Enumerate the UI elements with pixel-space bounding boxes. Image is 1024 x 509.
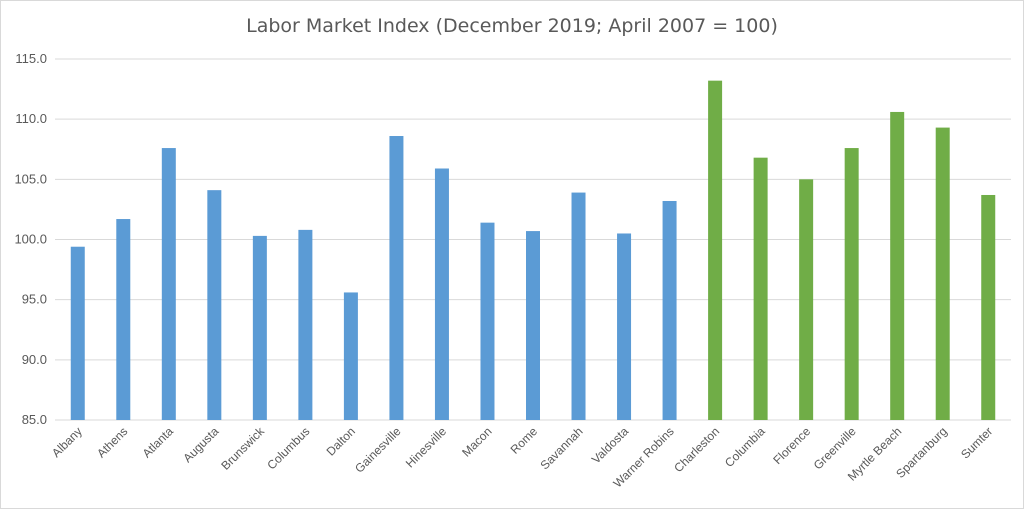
bar-columbia bbox=[753, 157, 768, 421]
bar-atlanta bbox=[161, 148, 176, 421]
y-tick-label: 105.0 bbox=[14, 171, 47, 186]
y-tick-label: 115.0 bbox=[15, 51, 47, 66]
y-tick-label: 95.0 bbox=[22, 292, 47, 307]
y-tick-label: 85.0 bbox=[22, 412, 47, 427]
x-tick-label: Valdosta bbox=[589, 424, 632, 467]
bar-charleston bbox=[708, 80, 723, 420]
y-tick-label: 90.0 bbox=[22, 352, 47, 367]
x-tick-label: Greenville bbox=[811, 424, 859, 472]
x-tick-label: Gainesville bbox=[352, 424, 404, 476]
bar-sumter bbox=[981, 194, 996, 420]
x-tick-label: Dalton bbox=[324, 424, 358, 458]
x-tick-label: Charleston bbox=[671, 424, 722, 475]
bar-macon bbox=[480, 222, 495, 420]
x-tick-label: Columbus bbox=[264, 424, 312, 472]
bar-hinesville bbox=[434, 168, 449, 420]
x-tick-label: Savannah bbox=[538, 424, 586, 472]
x-tick-label: Florence bbox=[770, 424, 813, 467]
bar-greenville bbox=[844, 148, 859, 421]
bar-myrtle-beach bbox=[890, 111, 905, 420]
x-tick-label: Hinesville bbox=[403, 424, 449, 470]
bar-rome bbox=[526, 231, 540, 420]
bar-albany bbox=[70, 246, 85, 420]
bar-valdosta bbox=[617, 233, 632, 420]
y-tick-label: 110.0 bbox=[15, 111, 47, 126]
chart-title: Labor Market Index (December 2019; April… bbox=[246, 15, 778, 37]
x-tick-label: Athens bbox=[94, 424, 130, 460]
x-tick-label: Brunswick bbox=[218, 424, 267, 473]
bar-warner-robins bbox=[662, 200, 677, 420]
bar-florence bbox=[799, 179, 814, 420]
bar-brunswick bbox=[252, 235, 267, 420]
x-tick-label: Rome bbox=[508, 424, 541, 457]
x-tick-label: Macon bbox=[459, 424, 494, 459]
x-tick-label: Sumter bbox=[958, 424, 995, 461]
bar-savannah bbox=[571, 192, 586, 420]
bar-columbus bbox=[298, 229, 313, 420]
x-tick-label: Columbia bbox=[722, 424, 768, 470]
x-tick-label: Albany bbox=[49, 424, 85, 460]
bar-spartanburg bbox=[935, 127, 950, 420]
bar-gainesville bbox=[389, 136, 404, 420]
bar-dalton bbox=[343, 292, 358, 420]
bar-athens bbox=[116, 219, 131, 420]
x-tick-label: Atlanta bbox=[140, 424, 177, 461]
y-tick-label: 100.0 bbox=[14, 232, 47, 247]
bar-augusta bbox=[207, 190, 222, 420]
x-tick-label: Augusta bbox=[180, 424, 221, 465]
